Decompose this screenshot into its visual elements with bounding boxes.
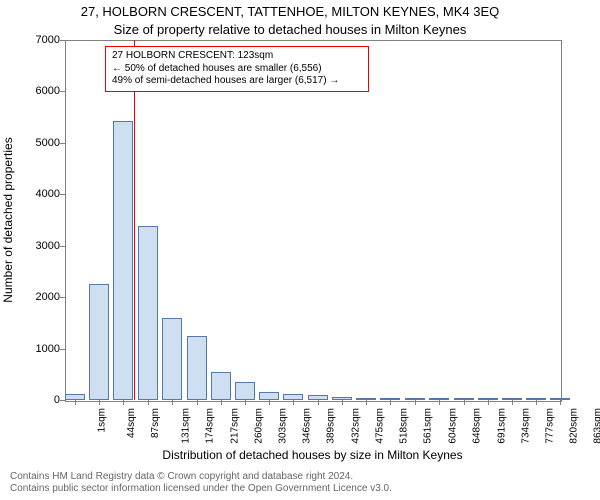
x-tick <box>75 400 76 405</box>
y-tick-label: 1000 <box>36 343 60 355</box>
chart-subtitle: Size of property relative to detached ho… <box>0 22 580 37</box>
x-tick-label: 131sqm <box>181 408 192 444</box>
x-tick-label: 432sqm <box>350 408 361 444</box>
y-tick <box>60 143 65 144</box>
x-axis-label: Distribution of detached houses by size … <box>65 448 560 462</box>
y-tick <box>60 40 65 41</box>
x-tick <box>342 400 343 405</box>
annotation-line-2: ← 50% of detached houses are smaller (6,… <box>112 63 362 76</box>
x-tick-label: 303sqm <box>278 408 289 444</box>
x-tick-label: 691sqm <box>496 408 507 444</box>
annotation-box: 27 HOLBORN CRESCENT: 123sqm ← 50% of det… <box>105 46 369 92</box>
x-tick <box>197 400 198 405</box>
y-tick-label: 5000 <box>36 137 60 149</box>
x-tick-label: 863sqm <box>593 408 600 444</box>
x-tick-label: 346sqm <box>302 408 313 444</box>
histogram-bar <box>113 121 133 400</box>
y-tick-label: 6000 <box>36 85 60 97</box>
histogram-bar <box>211 372 231 400</box>
y-tick <box>60 297 65 298</box>
x-tick <box>415 400 416 405</box>
x-tick <box>123 400 124 405</box>
x-tick-label: 217sqm <box>229 408 240 444</box>
y-tick <box>60 246 65 247</box>
y-tick <box>60 349 65 350</box>
x-tick-label: 648sqm <box>472 408 483 444</box>
chart-title: 27, HOLBORN CRESCENT, TATTENHOE, MILTON … <box>0 4 580 19</box>
x-tick-label: 561sqm <box>423 408 434 444</box>
x-tick-label: 518sqm <box>399 408 410 444</box>
x-tick-label: 44sqm <box>126 408 137 438</box>
x-tick <box>172 400 173 405</box>
footer: Contains HM Land Registry data © Crown c… <box>10 471 392 495</box>
x-tick-label: 174sqm <box>205 408 216 444</box>
x-tick-label: 260sqm <box>253 408 264 444</box>
x-tick-label: 820sqm <box>569 408 580 444</box>
x-tick-label: 87sqm <box>150 408 161 438</box>
x-tick-label: 777sqm <box>545 408 556 444</box>
x-tick <box>245 400 246 405</box>
histogram-bar <box>138 226 158 400</box>
x-tick <box>464 400 465 405</box>
histogram-bar <box>235 382 255 400</box>
x-tick <box>99 400 100 405</box>
y-tick-label: 0 <box>54 394 60 406</box>
x-tick <box>366 400 367 405</box>
footer-line-1: Contains HM Land Registry data © Crown c… <box>10 471 392 483</box>
reference-line <box>134 40 135 400</box>
footer-line-2: Contains public sector information licen… <box>10 483 392 495</box>
y-tick <box>60 400 65 401</box>
x-tick <box>488 400 489 405</box>
bars-layer: 27 HOLBORN CRESCENT: 123sqm ← 50% of det… <box>65 40 560 400</box>
x-tick <box>293 400 294 405</box>
x-tick <box>439 400 440 405</box>
x-tick <box>318 400 319 405</box>
x-tick-label: 1sqm <box>96 408 107 432</box>
y-tick <box>60 91 65 92</box>
x-tick <box>390 400 391 405</box>
x-tick <box>512 400 513 405</box>
x-tick <box>560 400 561 405</box>
y-tick <box>60 194 65 195</box>
y-tick-label: 4000 <box>36 188 60 200</box>
annotation-line-1: 27 HOLBORN CRESCENT: 123sqm <box>112 50 362 63</box>
histogram-bar <box>89 284 109 400</box>
x-tick-label: 475sqm <box>375 408 386 444</box>
x-tick-label: 389sqm <box>326 408 337 444</box>
x-tick-label: 604sqm <box>447 408 458 444</box>
x-tick <box>148 400 149 405</box>
annotation-line-3: 49% of semi-detached houses are larger (… <box>112 75 362 88</box>
x-tick <box>536 400 537 405</box>
y-tick-label: 2000 <box>36 291 60 303</box>
chart-container: 27, HOLBORN CRESCENT, TATTENHOE, MILTON … <box>0 0 600 500</box>
y-tick-label: 3000 <box>36 240 60 252</box>
y-axis-label: Number of detached properties <box>1 137 15 302</box>
x-tick <box>221 400 222 405</box>
histogram-bar <box>259 392 279 400</box>
y-tick-label: 7000 <box>36 34 60 46</box>
x-tick <box>269 400 270 405</box>
histogram-bar <box>187 336 207 400</box>
x-tick-label: 734sqm <box>520 408 531 444</box>
histogram-bar <box>162 318 182 400</box>
